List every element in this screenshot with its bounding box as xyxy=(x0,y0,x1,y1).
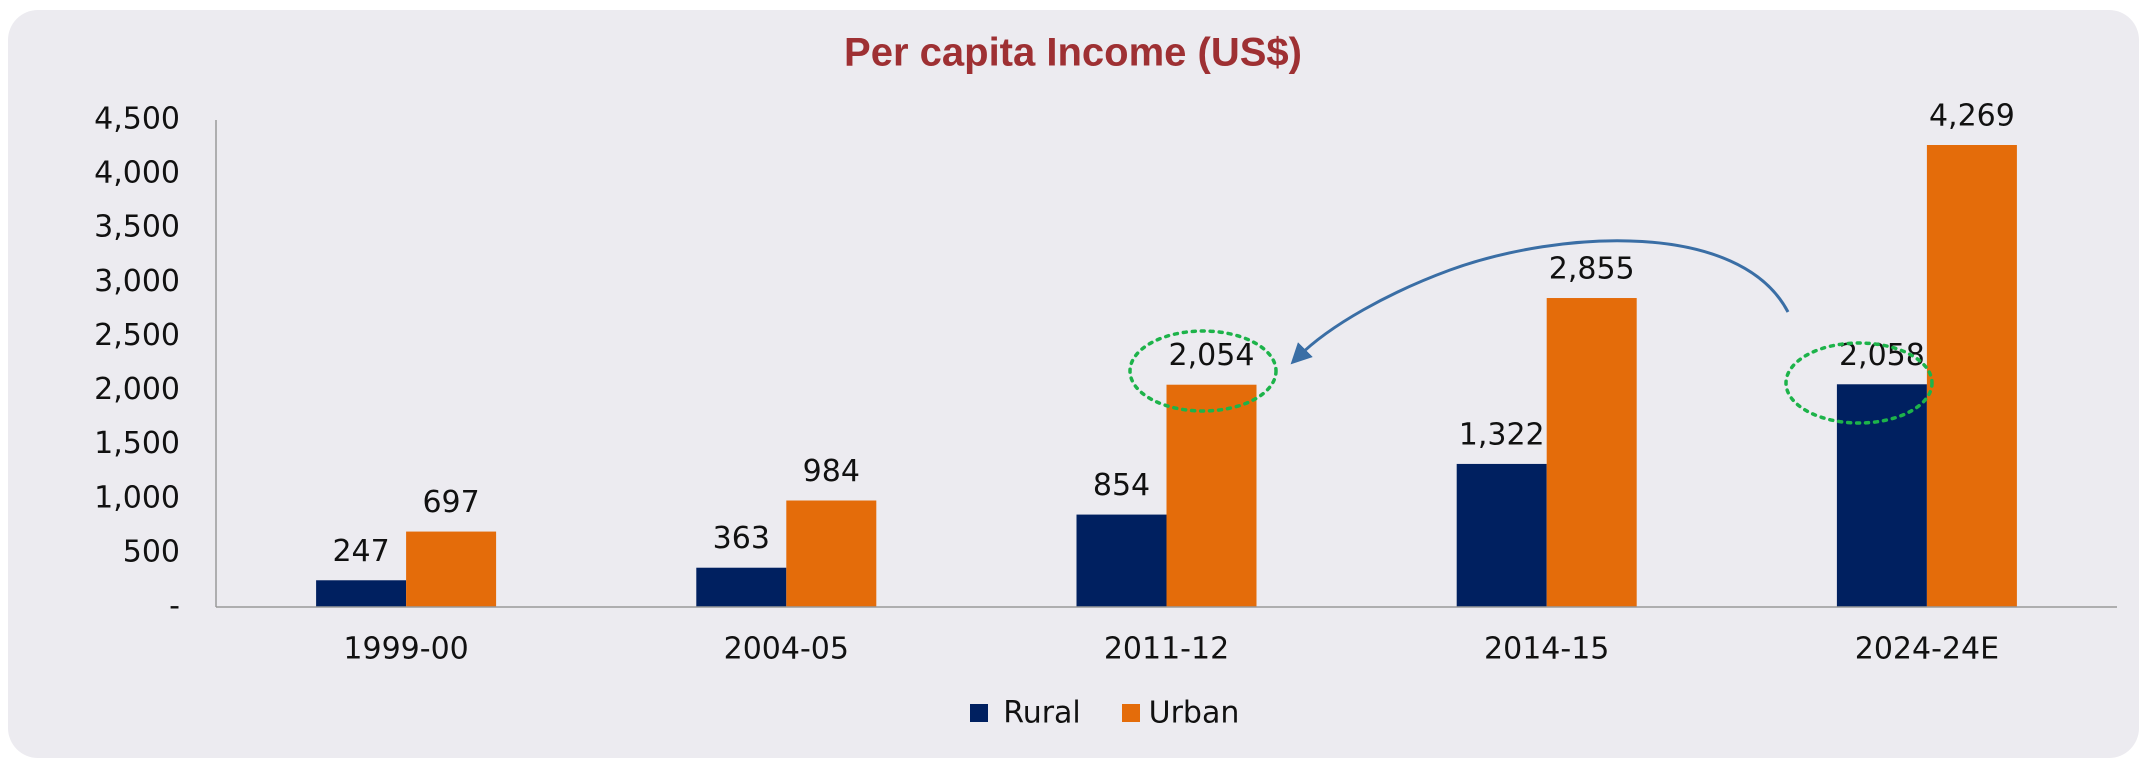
highlight-ellipse xyxy=(1784,341,1934,425)
value-label: 247 xyxy=(332,534,389,569)
bar xyxy=(696,567,787,607)
bar xyxy=(1836,384,1927,607)
value-label: 697 xyxy=(422,485,479,520)
bar xyxy=(1926,144,2017,607)
y-tick-label: 2,500 xyxy=(94,318,180,353)
value-label: 1,322 xyxy=(1459,417,1545,452)
arrow xyxy=(1290,239,1790,365)
x-tick-label: 2004-05 xyxy=(724,632,849,667)
bar xyxy=(786,500,877,607)
legend-label: Urban xyxy=(1149,696,1240,731)
x-tick-label: 2024-24E xyxy=(1855,632,1999,667)
value-label: 4,269 xyxy=(1929,98,2015,133)
legend-label: Rural xyxy=(1003,696,1081,731)
bar xyxy=(316,580,407,607)
y-tick-label: 3,500 xyxy=(94,210,180,245)
highlight-ellipse xyxy=(1128,329,1278,413)
x-tick-label: 1999-00 xyxy=(343,632,468,667)
legend-swatch xyxy=(970,704,988,722)
value-label: 984 xyxy=(803,454,860,489)
bar xyxy=(1166,384,1257,607)
bar xyxy=(406,531,497,607)
y-tick-label: 4,500 xyxy=(94,102,180,137)
value-label: 2,855 xyxy=(1549,252,1635,287)
plot-area: - 500 1,000 1,500 2,000 2,500 3,000 3,500 4,000 4… xyxy=(94,98,2117,731)
bar xyxy=(1456,463,1547,607)
bar xyxy=(1076,514,1167,607)
y-tick-label: 2,000 xyxy=(94,372,180,407)
panel xyxy=(8,10,2139,758)
y-tick-label: 1,000 xyxy=(94,480,180,515)
y-tick-label: 1,500 xyxy=(94,426,180,461)
legend-swatch xyxy=(1122,704,1140,722)
y-tick-label: 500 xyxy=(123,534,180,569)
value-label: 363 xyxy=(713,521,770,556)
y-tick-label: - xyxy=(169,589,180,624)
x-tick-label: 2011-12 xyxy=(1104,632,1229,667)
x-tick-label: 2014-15 xyxy=(1484,632,1609,667)
chart-title: Per capita Income (US$) xyxy=(844,31,1302,75)
value-label: 2,054 xyxy=(1169,338,1255,373)
bar xyxy=(1546,298,1637,607)
y-tick-label: 4,000 xyxy=(94,156,180,191)
value-label: 854 xyxy=(1093,468,1150,503)
y-tick-label: 3,000 xyxy=(94,264,180,299)
